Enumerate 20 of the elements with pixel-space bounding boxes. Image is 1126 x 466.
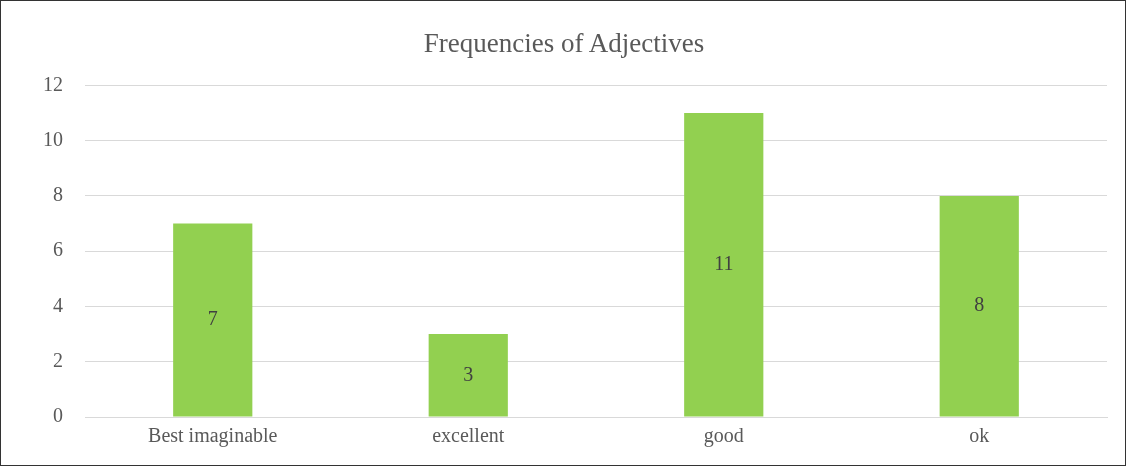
x-tick-label: good xyxy=(703,424,744,448)
y-tick-label: 0 xyxy=(53,404,63,427)
x-tick-label: excellent xyxy=(432,424,505,447)
data-label: 3 xyxy=(463,362,474,385)
bar xyxy=(428,334,508,417)
y-tick-label: 2 xyxy=(53,348,63,371)
chart-title: Frequencies of Adjectives xyxy=(423,28,705,59)
y-tick-label: 10 xyxy=(43,127,63,150)
data-label: 8 xyxy=(974,293,985,316)
y-tick-label: 8 xyxy=(53,183,63,206)
bar xyxy=(684,113,764,417)
y-tick-label: 4 xyxy=(53,293,63,316)
data-label: 7 xyxy=(207,307,218,330)
bar xyxy=(939,195,1019,417)
x-tick-label: ok xyxy=(969,424,990,447)
y-tick-label: 6 xyxy=(53,238,63,261)
bar xyxy=(173,223,253,417)
data-label: 11 xyxy=(714,252,734,275)
x-tick-label: Best imaginable xyxy=(148,424,278,448)
y-tick-label: 12 xyxy=(43,72,63,95)
